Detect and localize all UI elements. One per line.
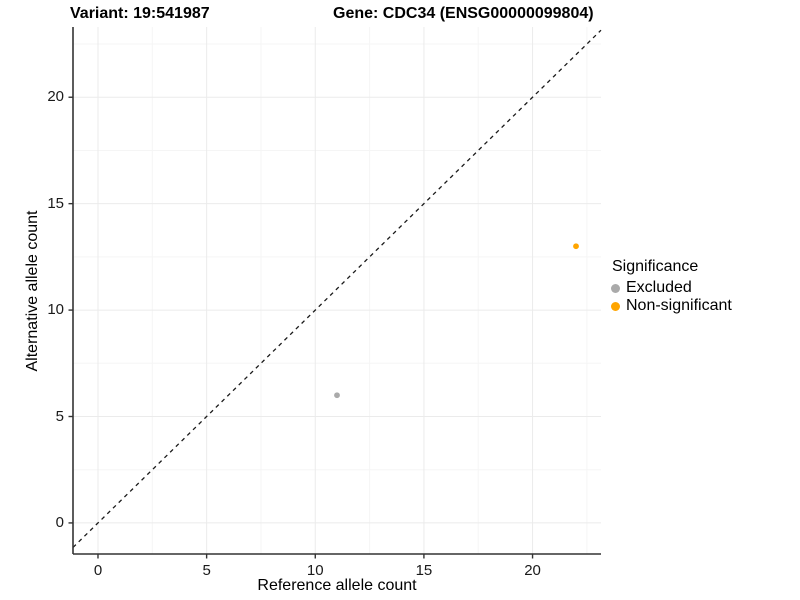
- y-tick-label: 15: [47, 194, 64, 212]
- legend-row: Non-significant: [606, 297, 732, 315]
- y-axis-title: Alternative allele count: [24, 210, 41, 372]
- legend-rows: Excluded Non-significant: [606, 279, 732, 315]
- legend: Significance Excluded Non-significant: [606, 258, 732, 315]
- legend-label: Non-significant: [626, 297, 732, 314]
- legend-dot-icon: [610, 301, 620, 311]
- x-tick-label: 10: [306, 562, 324, 579]
- legend-key: [606, 301, 624, 311]
- data-point: [573, 243, 579, 250]
- gene-title: Gene: CDC34 (ENSG00000099804): [333, 5, 594, 22]
- y-tick-label: 20: [47, 88, 64, 106]
- data-point: [334, 392, 340, 399]
- x-tick-label: 5: [202, 562, 211, 579]
- identity-dashed-line: [72, 29, 602, 548]
- legend-label: Excluded: [626, 279, 692, 296]
- legend-key: [606, 283, 624, 293]
- y-tick-label: 10: [47, 301, 64, 319]
- x-axis-title: Reference allele count: [257, 577, 417, 594]
- y-tick-label: 0: [55, 513, 64, 531]
- x-tick-label: 15: [415, 562, 433, 579]
- legend-row: Excluded: [606, 279, 732, 297]
- y-tick-label: 5: [55, 407, 64, 425]
- x-tick-label: 20: [524, 562, 541, 579]
- variant-title: Variant: 19:541987: [70, 5, 210, 22]
- legend-title: Significance: [612, 258, 699, 275]
- legend-dot-icon: [610, 283, 620, 293]
- x-tick-label: 0: [93, 562, 103, 579]
